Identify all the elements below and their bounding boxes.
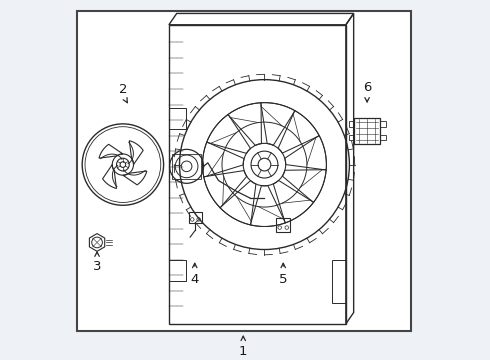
Text: 6: 6 xyxy=(363,81,371,94)
Bar xyxy=(169,260,186,282)
Text: 5: 5 xyxy=(279,273,288,286)
Text: 3: 3 xyxy=(93,260,101,273)
Bar xyxy=(276,219,290,232)
Bar xyxy=(380,135,386,140)
Bar xyxy=(349,121,354,127)
Bar xyxy=(354,118,380,144)
Bar xyxy=(332,260,346,303)
Bar xyxy=(169,25,346,324)
Bar xyxy=(169,108,186,129)
Bar xyxy=(380,121,386,127)
Bar xyxy=(189,212,202,223)
Bar xyxy=(172,154,201,179)
Text: 1: 1 xyxy=(239,345,247,358)
Bar xyxy=(349,135,354,140)
Text: 2: 2 xyxy=(119,83,127,96)
Text: 4: 4 xyxy=(191,273,199,286)
